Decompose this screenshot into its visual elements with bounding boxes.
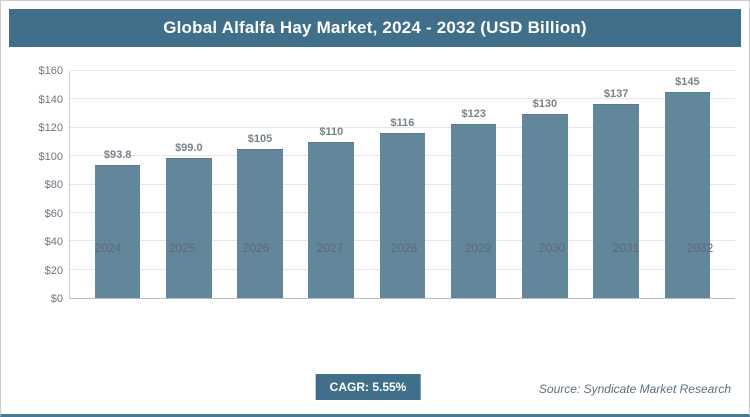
- chart-footer: CAGR: 5.55% Source: Syndicate Market Res…: [1, 374, 735, 402]
- bar-value-label: $105: [247, 133, 273, 146]
- x-axis-ticks: 2024 2025 2026 2027 2028 2029 2030 2031 2032: [59, 241, 749, 255]
- x-axis-tick-label: 2029: [464, 241, 492, 255]
- chart-area: Market Size (USD Billion) $0$20$40$60$80…: [11, 65, 735, 327]
- page-title: Global Alfalfa Hay Market, 2024 - 2032 (…: [9, 9, 741, 47]
- bar: [308, 141, 355, 298]
- bar-value-label: $116: [390, 117, 415, 130]
- bar-group: $116: [367, 71, 438, 298]
- bar: [237, 149, 283, 298]
- gridline: [70, 126, 735, 128]
- source-text: Source: Syndicate Market Research: [538, 382, 731, 396]
- bar: [166, 157, 212, 298]
- x-axis-tick-label: 2024: [94, 241, 122, 255]
- y-axis-tick-label: $160: [38, 65, 63, 77]
- y-axis-tick-label: $80: [44, 179, 63, 191]
- bar-group: $130: [509, 71, 580, 298]
- y-axis-tick-label: $40: [44, 236, 63, 248]
- y-axis-tick-label: $0: [50, 293, 63, 305]
- x-axis-tick-label: 2031: [612, 241, 640, 255]
- bar-value-label: $145: [675, 76, 700, 89]
- x-axis-tick-label: 2030: [538, 241, 566, 255]
- x-axis-tick-label: 2025: [168, 241, 196, 255]
- plot-outer: $0 $20 $40 $60 $80 $100 $120 $140 $160 $93.8 $99.…: [39, 65, 735, 305]
- bar-series: $93.8 $99.0 $105 $110 $116 $123 $130 $137 $145: [70, 71, 735, 298]
- bar-group: $123: [438, 71, 509, 298]
- bar-value-label: $137: [603, 87, 629, 100]
- x-axis-tick-label: 2032: [686, 241, 714, 255]
- cagr-badge: CAGR: 5.55%: [315, 374, 421, 400]
- bar-group: $105: [224, 71, 295, 298]
- bar-group: $110: [296, 71, 367, 298]
- bar-value-label: $110: [319, 125, 344, 138]
- x-axis-tick-label: 2027: [316, 241, 344, 255]
- bar: [593, 103, 639, 298]
- bar: [664, 92, 711, 298]
- bar-value-label: $130: [532, 97, 558, 110]
- y-axis-tick-label: $120: [38, 122, 63, 134]
- y-axis-tick-label: $60: [44, 207, 63, 220]
- bar: [94, 164, 141, 298]
- x-axis-tick-label: 2026: [242, 241, 270, 255]
- plot-area: $93.8 $99.0 $105 $110 $116 $123 $130 $137 $145: [69, 70, 735, 299]
- y-axis-ticks: $0 $20 $40 $60 $80 $100 $120 $140 $160: [23, 65, 63, 305]
- y-axis-tick-label: $20: [44, 264, 63, 277]
- y-axis-tick-label: $100: [38, 150, 63, 163]
- bar-group: $137: [581, 71, 652, 298]
- bar-group: $93.8: [82, 71, 153, 298]
- x-axis-tick-label: 2028: [390, 241, 418, 255]
- y-axis-tick-label: $140: [38, 93, 63, 106]
- bar-value-label: $99.0: [175, 141, 203, 154]
- page-title-text: Global Alfalfa Hay Market, 2024 - 2032 (…: [163, 18, 587, 37]
- bar-value-label: $123: [461, 107, 486, 120]
- bar: [522, 113, 568, 298]
- gridline: [70, 70, 735, 71]
- bar-group: $145: [652, 71, 723, 298]
- bar-value-label: $93.8: [103, 148, 132, 161]
- bar-group: $99.0: [153, 71, 224, 298]
- gridline: [70, 98, 735, 100]
- bar: [450, 123, 497, 298]
- bar: [379, 133, 426, 298]
